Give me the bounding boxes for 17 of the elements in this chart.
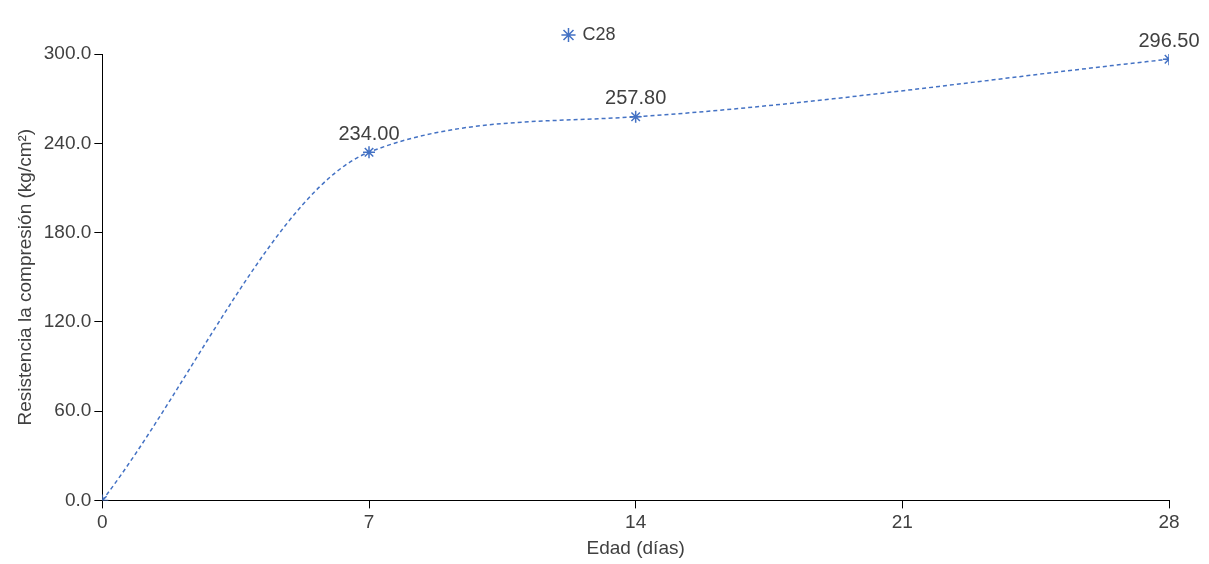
y-tick-label: 180.0 xyxy=(43,220,92,242)
y-tick-label: 240.0 xyxy=(43,131,92,153)
x-tick-label: 0 xyxy=(97,511,108,533)
data-label: 257.80 xyxy=(605,86,667,109)
x-tick-label: 21 xyxy=(891,511,913,533)
legend-label: C28 xyxy=(582,23,616,44)
y-axis-title: Resistencia la compresión (kg/cm²) xyxy=(13,128,35,426)
data-label: 296.50 xyxy=(1138,28,1200,51)
y-tick-label: 0.0 xyxy=(64,488,92,510)
x-axis-title: Edad (días) xyxy=(586,536,685,558)
x-tick-label: 28 xyxy=(1158,511,1180,533)
y-tick-label: 60.0 xyxy=(54,399,92,421)
y-tick-label: 300.0 xyxy=(43,42,92,64)
x-tick-label: 14 xyxy=(625,511,647,533)
data-label: 234.00 xyxy=(338,121,400,144)
x-tick-label: 7 xyxy=(363,511,375,533)
y-tick-label: 120.0 xyxy=(43,310,92,332)
